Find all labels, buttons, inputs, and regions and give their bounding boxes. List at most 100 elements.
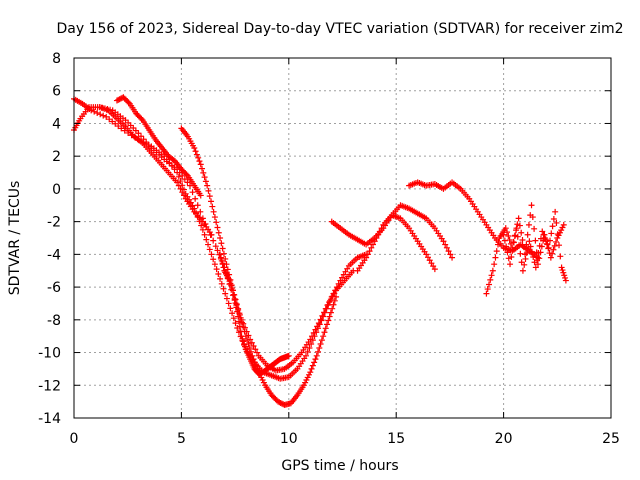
data-point-interp <box>558 227 565 234</box>
data-point <box>204 182 211 189</box>
data-point-interp <box>314 323 321 330</box>
data-series <box>71 94 569 408</box>
data-point <box>545 244 552 251</box>
data-point-interp <box>239 335 246 342</box>
data-point <box>483 290 490 297</box>
plot-frame <box>73 57 612 419</box>
y-tick-label: 2 <box>52 149 61 165</box>
x-tick-label: 20 <box>495 431 513 447</box>
data-point <box>558 264 565 271</box>
data-point-interp <box>549 250 556 257</box>
data-point <box>326 313 333 320</box>
data-point-interp <box>201 174 208 181</box>
data-point-interp <box>100 112 107 119</box>
data-point-interp <box>375 231 382 238</box>
data-point <box>562 277 569 284</box>
data-point-interp <box>220 285 227 292</box>
data-point-interp <box>248 339 255 346</box>
data-point-interp <box>325 317 332 324</box>
data-point-interp <box>240 338 247 345</box>
data-point-interp <box>553 238 560 245</box>
y-tick-label: -14 <box>38 411 61 427</box>
data-point-interp <box>364 251 371 258</box>
data-point-interp <box>138 115 145 122</box>
data-point-interp <box>509 246 516 253</box>
data-point-interp <box>331 297 338 304</box>
data-point <box>519 267 526 274</box>
data-point-interp <box>203 236 210 243</box>
data-point-interp <box>370 241 377 248</box>
data-point-interp <box>322 325 329 332</box>
data-point-interp <box>528 248 535 255</box>
data-point-interp <box>366 248 373 255</box>
data-point <box>307 369 314 376</box>
data-point <box>515 215 522 222</box>
data-point <box>103 113 110 120</box>
data-point-interp <box>222 255 229 262</box>
y-tick-label: 4 <box>52 116 61 132</box>
data-point-interp <box>495 241 502 248</box>
data-point-interp <box>218 280 225 287</box>
data-point-interp <box>181 176 188 183</box>
data-point-interp <box>230 315 237 322</box>
data-point-interp <box>175 173 182 180</box>
data-point-interp <box>445 248 452 255</box>
data-point-interp <box>201 231 208 238</box>
data-point-interp <box>557 253 564 260</box>
data-point-interp <box>304 374 311 381</box>
data-point-interp <box>319 312 326 319</box>
data-point-interp <box>177 185 184 192</box>
data-point-interp <box>232 320 239 327</box>
data-point-interp <box>537 235 544 242</box>
data-point-interp <box>521 261 528 268</box>
data-point-interp <box>536 242 543 249</box>
data-point-interp <box>183 171 190 178</box>
data-point <box>560 221 567 228</box>
data-point-interp <box>197 208 204 215</box>
data-point-interp <box>232 300 239 307</box>
data-point-interp <box>310 329 317 336</box>
data-point-interp <box>504 249 511 256</box>
data-point-interp <box>215 229 222 236</box>
data-point-interp <box>112 120 119 127</box>
data-point <box>431 266 438 273</box>
data-point-interp <box>247 348 254 355</box>
data-point <box>513 225 520 232</box>
series-sat-track-7 <box>328 202 456 261</box>
data-point-interp <box>532 237 539 244</box>
series-sat-track-11 <box>500 208 569 284</box>
data-point-interp <box>522 255 529 262</box>
data-point <box>238 333 245 340</box>
series-sat-track-6 <box>217 251 292 377</box>
data-point-interp <box>559 267 566 274</box>
data-point-interp <box>373 235 380 241</box>
data-point-interp <box>222 290 229 297</box>
data-point-interp <box>546 237 553 244</box>
data-point-interp <box>189 189 196 196</box>
x-tick-label: 15 <box>387 431 405 447</box>
x-tick-label: 25 <box>602 431 620 447</box>
y-tick-label: 6 <box>52 84 61 100</box>
data-point <box>118 125 125 132</box>
data-point-interp <box>206 246 213 253</box>
series-sat-track-8 <box>354 212 438 274</box>
data-point-interp <box>193 151 200 158</box>
y-tick-label: -4 <box>47 247 61 263</box>
data-point <box>532 264 539 271</box>
data-point <box>547 254 554 261</box>
data-point <box>229 287 236 294</box>
data-point-interp <box>305 371 312 378</box>
data-point-interp <box>213 266 220 273</box>
data-point-interp <box>199 165 206 172</box>
data-point-interp <box>516 222 523 229</box>
y-tick-label: -12 <box>38 378 61 394</box>
data-point-interp <box>312 356 319 363</box>
data-point <box>539 228 546 235</box>
data-point-interp <box>551 242 558 249</box>
data-point <box>212 243 219 250</box>
data-point <box>307 336 314 343</box>
data-point-interp <box>484 286 491 293</box>
data-point <box>217 275 224 282</box>
data-point-interp <box>195 154 202 161</box>
